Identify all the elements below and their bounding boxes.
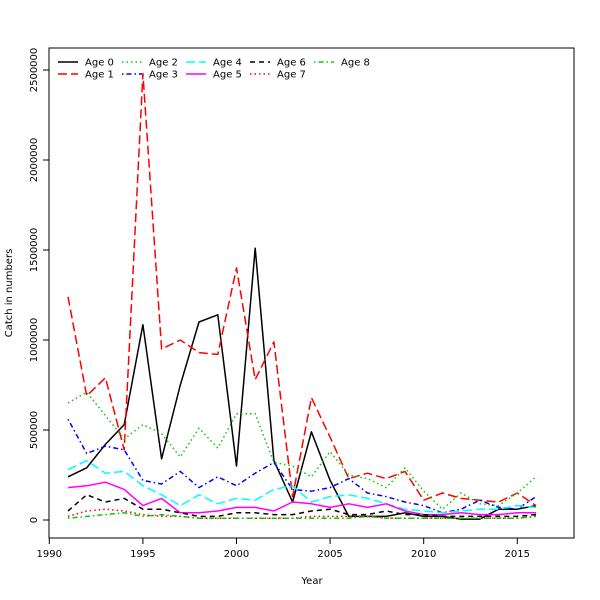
x-tick-label: 2005 [317, 549, 342, 560]
y-axis: 0 500000 1000000 1500000 2000000 2500000 [29, 48, 49, 523]
series-line-age-7 [67, 508, 537, 519]
y-tick-label: 500000 [29, 411, 40, 449]
x-tick-label: 1990 [37, 549, 62, 560]
x-tick-label: 2010 [411, 549, 436, 560]
series-line-age-6 [67, 494, 537, 518]
y-axis-label: Catch in numbers [4, 249, 15, 338]
legend-label: Age 0 [85, 58, 114, 69]
x-tick-label: 1995 [130, 549, 155, 560]
series-line-age-5 [67, 481, 536, 516]
legend-label: Age 7 [277, 70, 306, 81]
series-line-age-1 [67, 72, 537, 507]
series-line-age-2 [67, 391, 537, 510]
x-axis: 1990 1995 2000 2005 2010 2015 [37, 538, 530, 560]
y-tick-label: 0 [29, 517, 40, 523]
y-tick-label: 2000000 [29, 138, 40, 183]
series-line-age-3 [67, 418, 537, 514]
series-line-age-4 [67, 459, 537, 514]
y-tick-label: 1000000 [29, 318, 40, 363]
legend-label: Age 8 [341, 58, 370, 69]
legend-label: Age 3 [149, 70, 178, 81]
legend-label: Age 6 [277, 58, 306, 69]
x-tick-label: 2000 [224, 549, 249, 560]
x-axis-label: Year [300, 576, 323, 587]
y-tick-label: 1500000 [29, 228, 40, 273]
legend-label: Age 4 [213, 58, 242, 69]
legend-label: Age 2 [149, 58, 178, 69]
plot-frame [48, 47, 575, 539]
legend-label: Age 5 [213, 70, 242, 81]
legend-label: Age 1 [85, 70, 114, 81]
x-tick-label: 2015 [505, 549, 530, 560]
plot-area [67, 72, 537, 520]
y-tick-label: 2500000 [29, 48, 40, 93]
